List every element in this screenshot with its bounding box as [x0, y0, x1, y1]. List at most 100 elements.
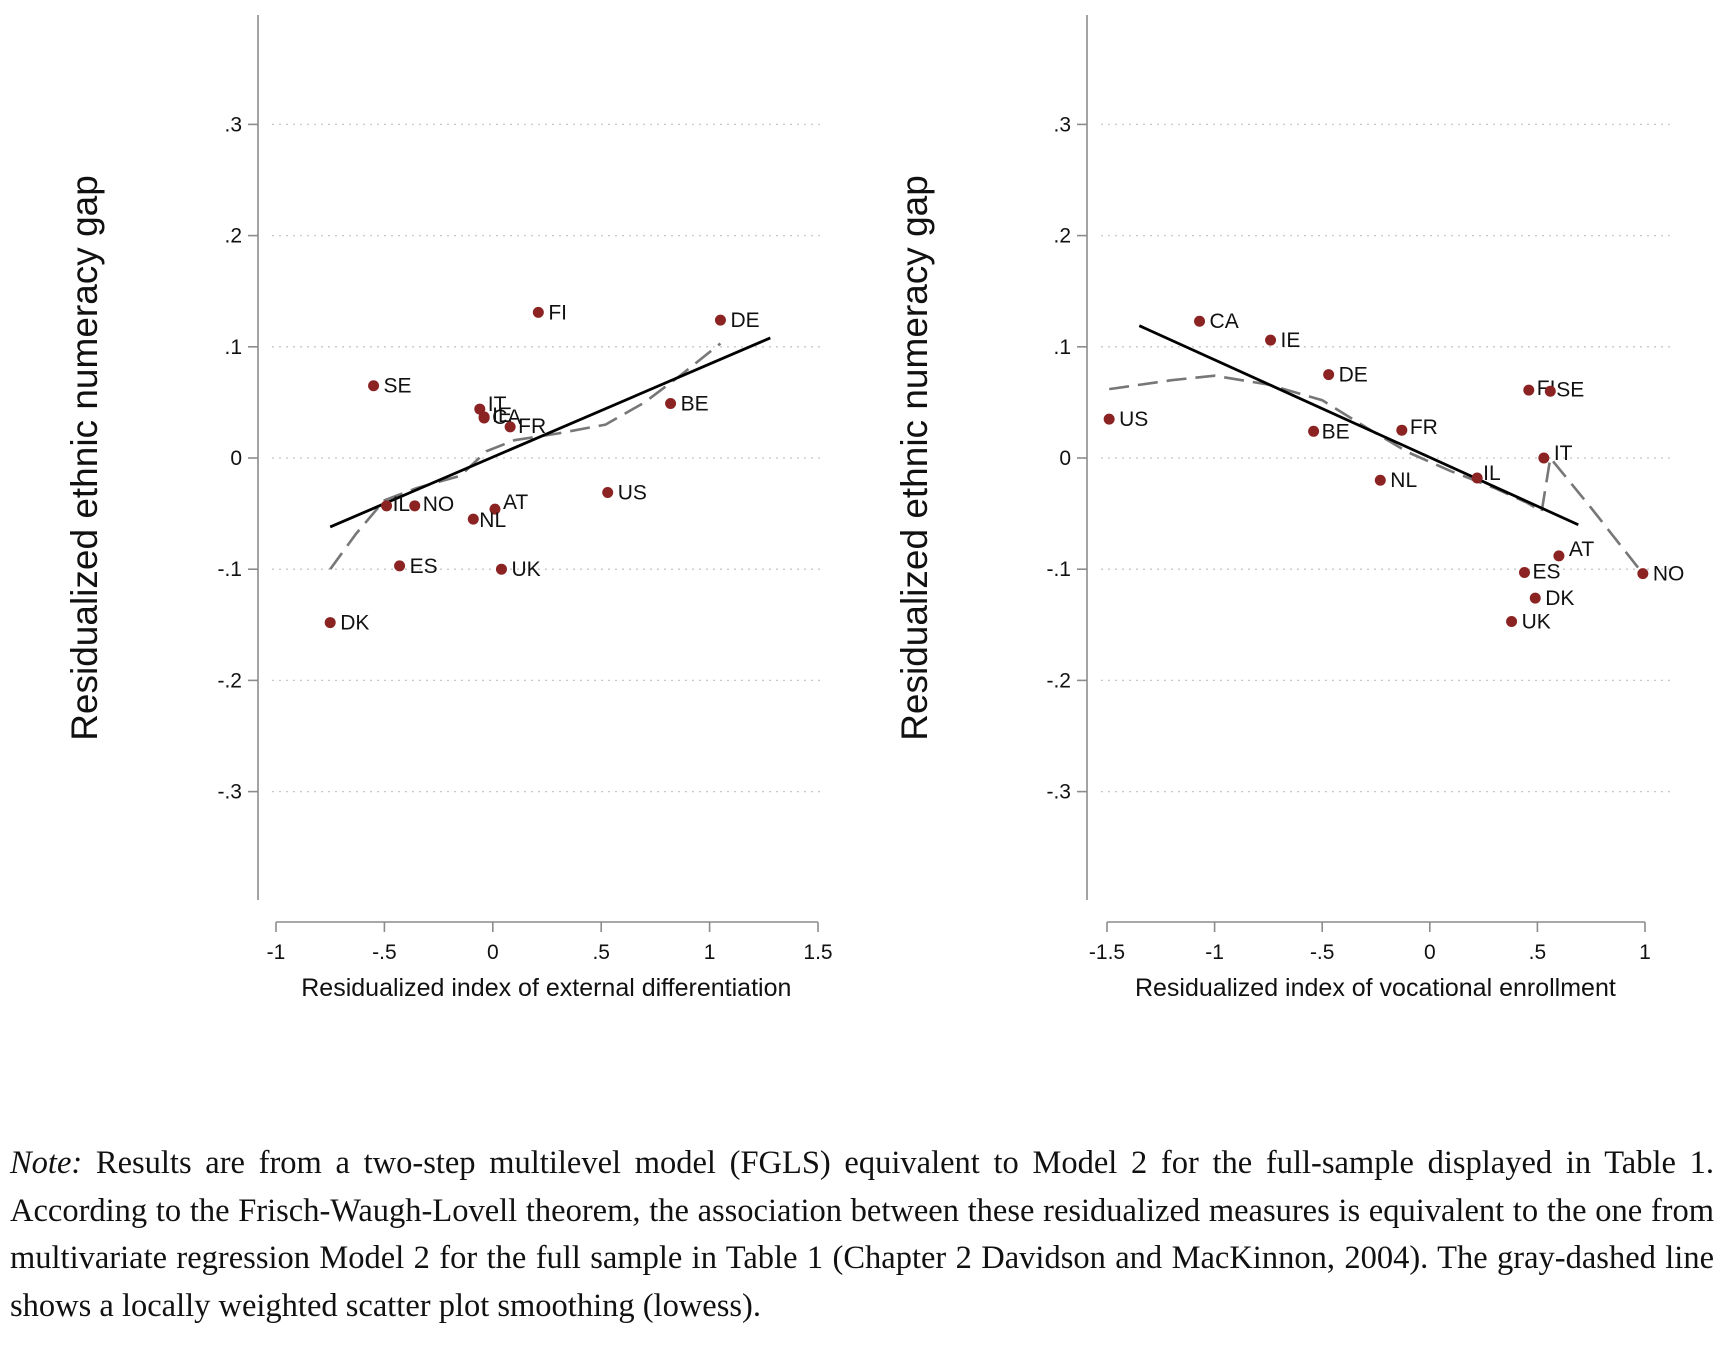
- data-point-be: [1308, 425, 1320, 437]
- data-point-fi: [532, 306, 544, 318]
- note-lead: Note:: [10, 1145, 83, 1181]
- y-tick-label: .2: [1053, 225, 1071, 248]
- data-point-se: [1544, 385, 1556, 397]
- data-point-nl: [1374, 474, 1386, 486]
- y-tick-label: .1: [1053, 336, 1071, 359]
- x-tick-label: 1.5: [803, 941, 832, 964]
- point-label-ca: CA: [1210, 310, 1239, 333]
- point-label-de: DE: [1339, 364, 1368, 387]
- data-point-se: [368, 380, 380, 392]
- x-axis-title: Residualized index of vocational enrollm…: [1135, 974, 1616, 1002]
- point-label-dk: DK: [340, 612, 369, 635]
- data-point-no: [1637, 568, 1649, 580]
- point-label-it: IT: [488, 393, 507, 416]
- y-tick-label: -.2: [1046, 669, 1071, 692]
- data-point-de: [1323, 369, 1335, 381]
- y-tick-label: -.3: [217, 781, 242, 804]
- data-point-uk: [1506, 615, 1518, 627]
- point-label-es: ES: [410, 555, 438, 578]
- data-point-il: [381, 500, 393, 512]
- data-point-ie: [478, 412, 490, 424]
- note-text: Results are from a two-step multilevel m…: [10, 1145, 1714, 1324]
- point-label-fi: FI: [548, 301, 567, 324]
- figure-note: Note: Results are from a two-step multil…: [10, 1140, 1714, 1330]
- y-tick-label: .2: [224, 225, 242, 248]
- x-tick-label: -1: [267, 941, 286, 964]
- point-label-fr: FR: [1410, 416, 1438, 439]
- data-point-fr: [504, 421, 516, 433]
- data-point-nl: [467, 513, 479, 525]
- x-tick-label: -.5: [1310, 941, 1335, 964]
- y-axis-title: Residualized ethnic numeracy gap: [894, 175, 935, 741]
- lowess-line: [1109, 374, 1644, 575]
- data-point-fr: [1396, 424, 1408, 436]
- y-axis-title: Residualized ethnic numeracy gap: [64, 175, 105, 741]
- point-label-fr: FR: [518, 415, 546, 438]
- point-label-uk: UK: [511, 558, 540, 581]
- x-tick-label: -.5: [372, 941, 397, 964]
- point-label-us: US: [618, 481, 647, 504]
- point-label-no: NO: [423, 493, 455, 516]
- x-tick-label: 0: [487, 941, 499, 964]
- scatter-plots: -.3-.2-.10.1.2.3-1 -.5 0.5 1 1.5Residualized…: [64, 15, 1684, 1002]
- y-tick-label: -.1: [1046, 558, 1071, 581]
- panel-1: -.3 -.2 -.1 0 .1 .2 .3 -1 -.5 0 .5 1 1.5 Residualized…: [64, 15, 833, 1002]
- y-tick-label: .3: [1053, 113, 1071, 136]
- x-axis-title: Residualized index of external different…: [301, 974, 791, 1002]
- x-tick-label: -1: [1205, 941, 1224, 964]
- point-label-at: AT: [503, 491, 528, 514]
- x-tick-label: -1.5: [1089, 941, 1125, 964]
- point-label-es: ES: [1532, 561, 1560, 584]
- point-label-nl: NL: [1390, 469, 1417, 492]
- point-label-no: NO: [1653, 563, 1685, 586]
- data-point-ca: [1194, 315, 1206, 327]
- point-label-us: US: [1119, 408, 1148, 431]
- figure: -.3 -.2 -.1 0.1.2.3 -1 -.5 0.5 1 1.5 Residualized…: [64, 15, 1684, 1002]
- data-point-de: [714, 314, 726, 326]
- fit-line: [329, 336, 771, 529]
- lowess-line: [329, 342, 722, 570]
- point-label-uk: UK: [1522, 610, 1551, 633]
- point-label-be: BE: [681, 393, 709, 416]
- y-tick-label: -.1: [217, 558, 242, 581]
- point-label-de: DE: [730, 309, 759, 332]
- data-point-it: [1538, 452, 1550, 464]
- y-tick-label: .3: [224, 113, 242, 136]
- data-point-il: [1471, 472, 1483, 484]
- point-label-il: IL: [1483, 462, 1501, 485]
- data-point-uk: [495, 563, 507, 575]
- x-tick-label: 1: [1639, 941, 1651, 964]
- point-label-il: IL: [393, 493, 411, 516]
- y-tick-label: -.2: [217, 669, 242, 692]
- point-label-ie: IE: [1281, 329, 1301, 352]
- data-point-dk: [324, 617, 336, 629]
- point-label-dk: DK: [1545, 587, 1574, 610]
- x-tick-label: 0: [1424, 941, 1436, 964]
- panel-2: -.3 -.2 -.1 0 .1 .2 .3 -1.5 -1 -.5 0 .5 1 Residualize…: [894, 15, 1684, 1002]
- y-tick-label: 0: [1059, 447, 1071, 470]
- data-point-dk: [1529, 592, 1541, 604]
- x-tick-label: .5: [592, 941, 610, 964]
- data-point-us: [602, 486, 614, 498]
- point-label-nl: NL: [479, 509, 506, 532]
- y-tick-label: .1: [224, 336, 242, 359]
- x-tick-label: 1: [704, 941, 716, 964]
- point-label-se: SE: [384, 375, 412, 398]
- data-point-fi: [1523, 384, 1535, 396]
- y-tick-label: -.3: [1046, 781, 1071, 804]
- data-point-es: [1518, 567, 1530, 579]
- y-tick-label: 0: [230, 447, 242, 470]
- fit-line: [1138, 324, 1579, 526]
- data-point-es: [394, 560, 406, 572]
- data-point-at: [1553, 550, 1565, 562]
- data-point-no: [409, 500, 421, 512]
- data-point-us: [1103, 413, 1115, 425]
- data-point-ie: [1265, 334, 1277, 346]
- data-point-be: [665, 398, 677, 410]
- point-label-se: SE: [1556, 378, 1584, 401]
- point-label-at: AT: [1569, 538, 1594, 561]
- point-label-it: IT: [1554, 442, 1573, 465]
- x-tick-label: .5: [1529, 941, 1547, 964]
- data-point-at: [489, 503, 501, 515]
- point-label-ie: IE: [492, 404, 512, 427]
